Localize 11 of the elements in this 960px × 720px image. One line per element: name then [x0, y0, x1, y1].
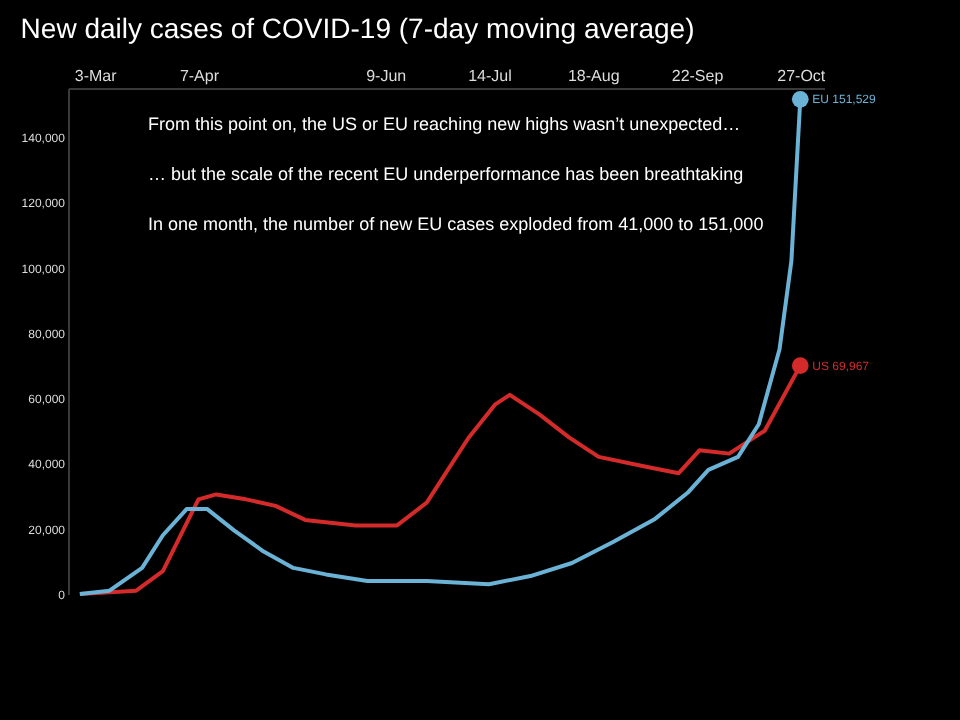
chart-title: New daily cases of COVID-19 (7-day moving average)	[20, 12, 695, 44]
annotation: From this point on, the US or EU reaching new highs wasn’t unexpected…	[148, 114, 741, 134]
x-tick-label: 7-Apr	[179, 67, 220, 85]
annotation: In one month, the number of new EU cases exploded from 41,000 to 151,000	[148, 214, 764, 234]
x-tick-label: 9-Jun	[366, 67, 407, 85]
x-tick-label: 22-Sep	[671, 67, 725, 85]
annotation: … but the scale of the recent EU underperformance has been breathtaking	[148, 164, 744, 184]
x-tick-label: 27-Oct	[777, 67, 827, 85]
x-tick-label: 14-Jul	[468, 67, 513, 85]
x-tick-label: 18-Aug	[567, 67, 620, 85]
x-tick-label: 3-Mar	[74, 67, 118, 85]
